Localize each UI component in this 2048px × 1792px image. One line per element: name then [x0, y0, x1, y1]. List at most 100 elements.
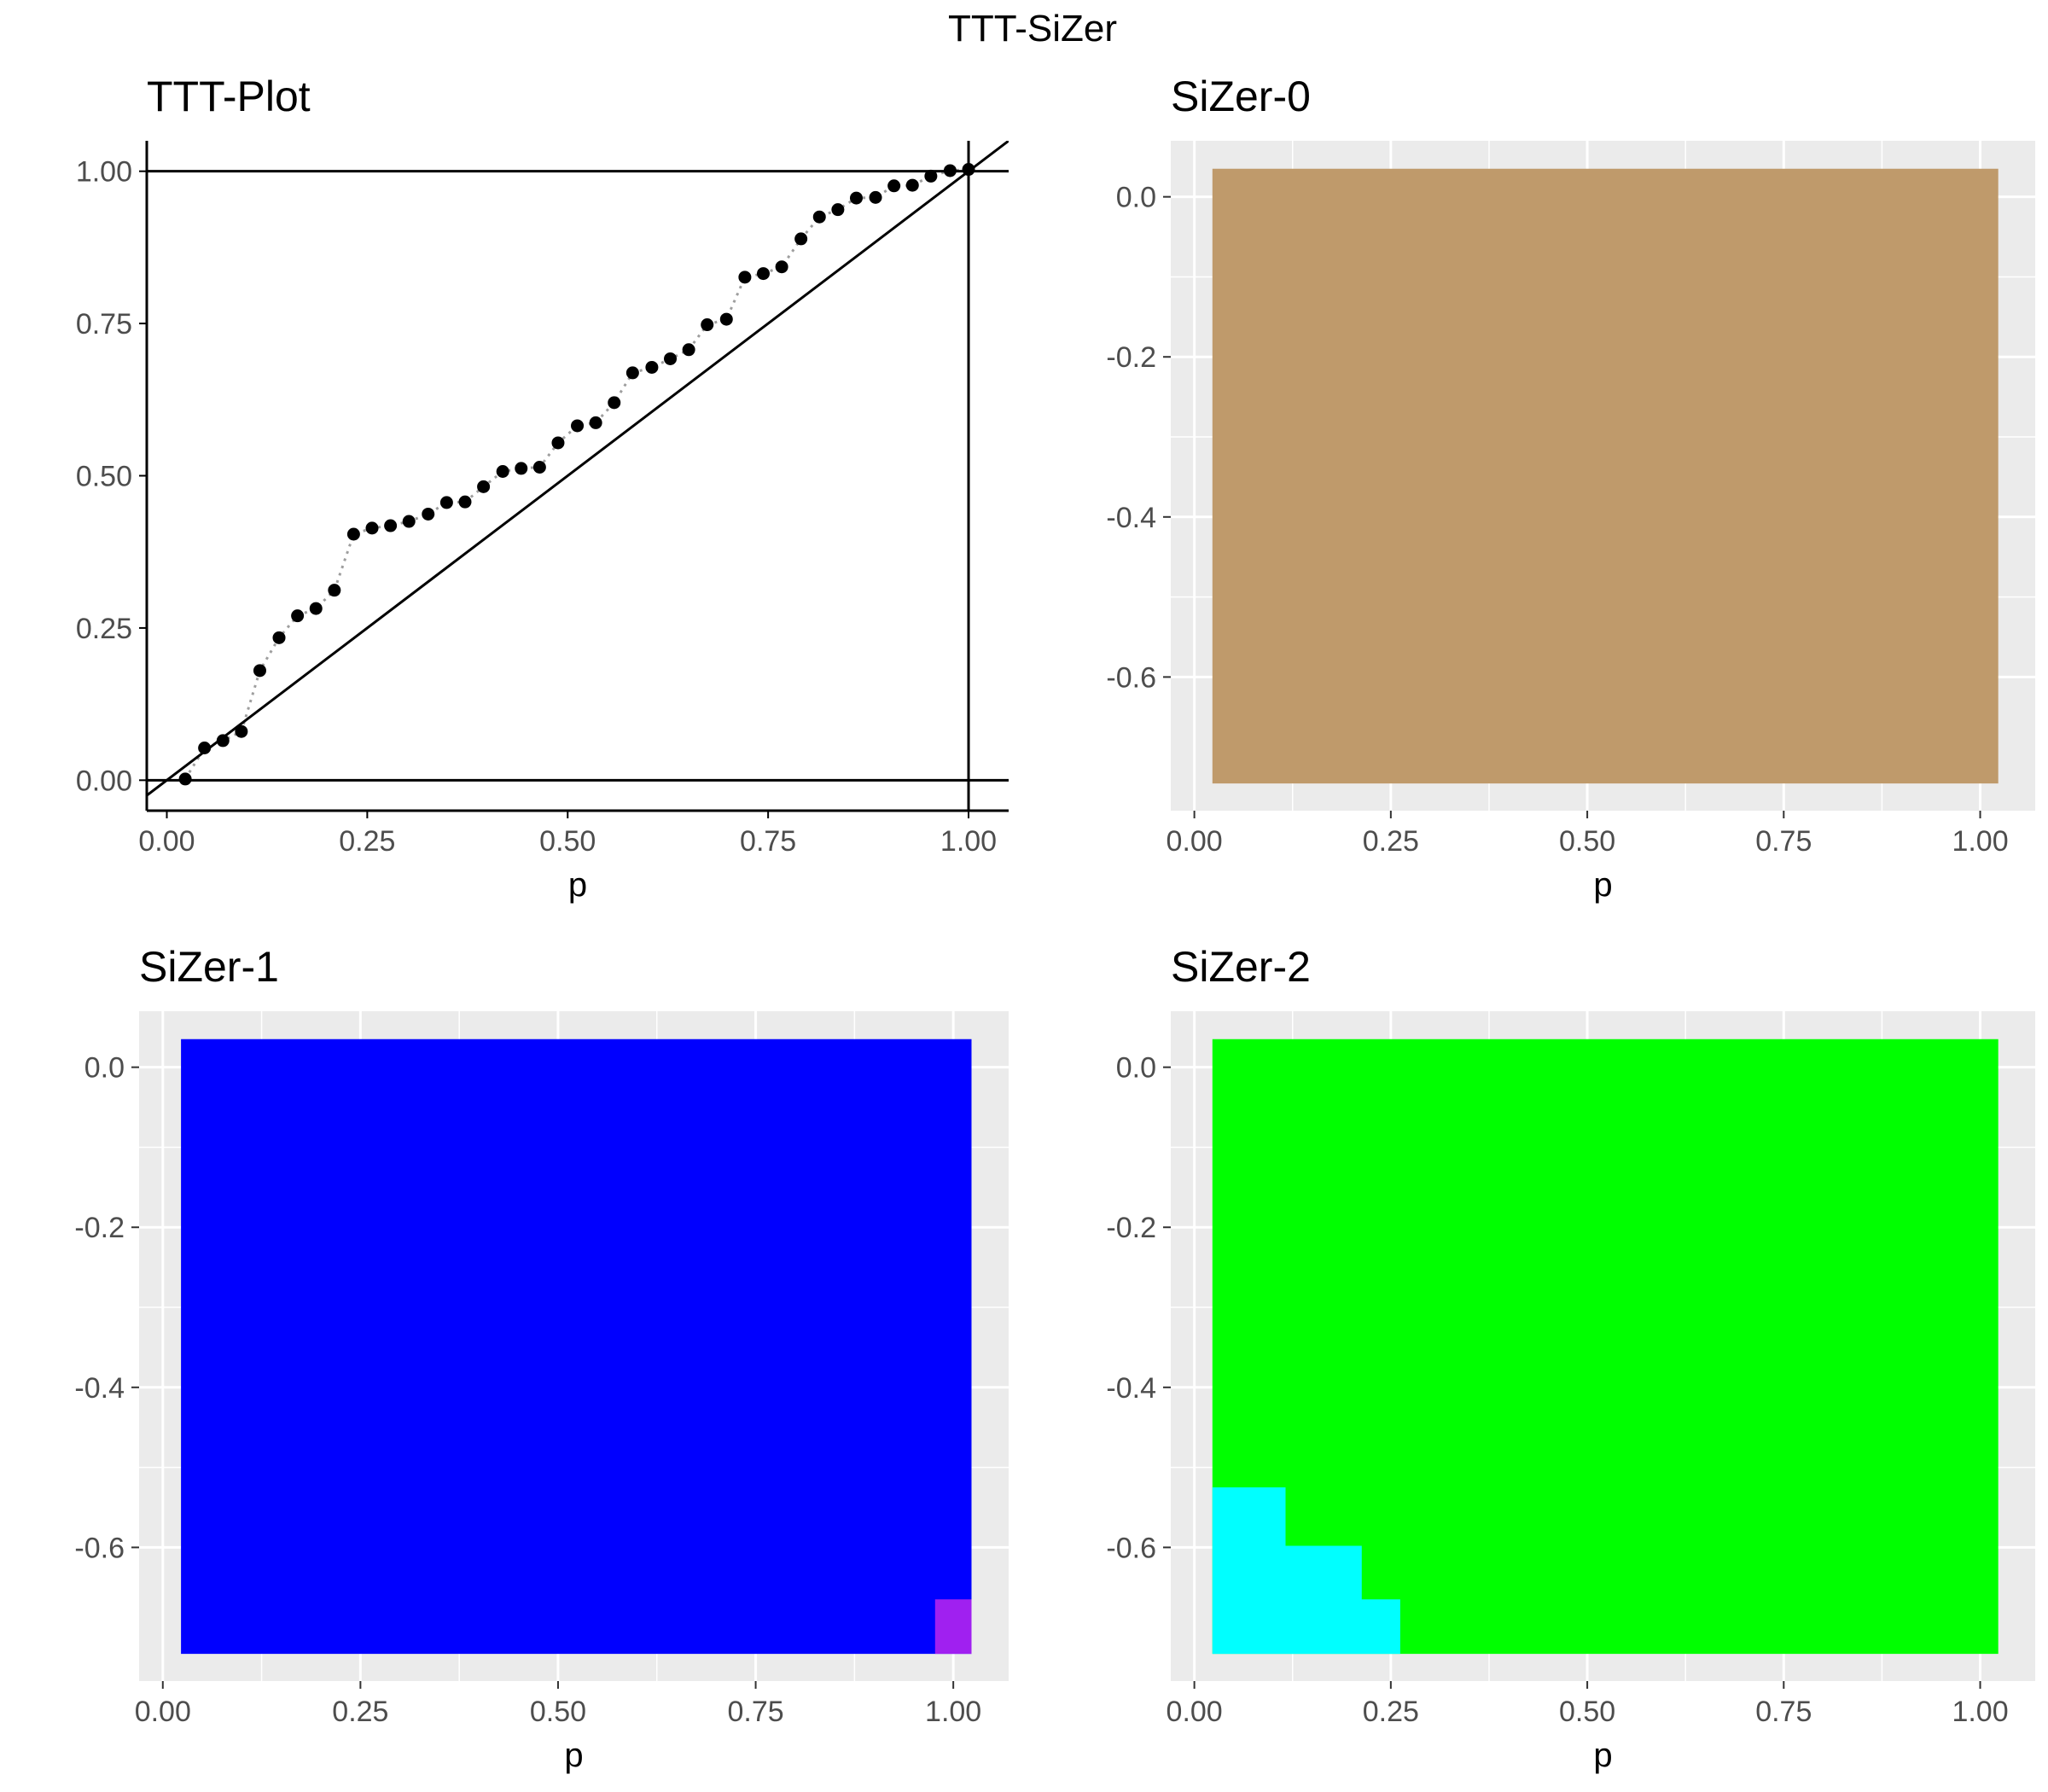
x-tick-label: 0.75 — [1755, 825, 1812, 858]
y-tick-label: 0.0 — [1116, 182, 1156, 214]
data-point — [869, 190, 882, 204]
data-point — [962, 163, 975, 177]
data-point — [402, 515, 416, 528]
data-point — [589, 416, 602, 429]
x-tick-label: 0.25 — [332, 1696, 388, 1728]
data-point — [794, 232, 808, 246]
data-point — [253, 664, 266, 678]
data-point — [477, 480, 491, 493]
x-tick-label: 1.00 — [925, 1696, 981, 1728]
x-tick-label: 0.50 — [1559, 1696, 1615, 1728]
sizer-region — [181, 1039, 972, 1655]
x-axis-title: p — [564, 1737, 583, 1774]
x-tick-label: 0.50 — [1559, 825, 1615, 858]
x-tick-label: 0.00 — [135, 1696, 191, 1728]
data-point — [532, 461, 546, 474]
panel-title: TTT-Plot — [147, 73, 311, 120]
sizer-region — [1212, 1039, 1999, 1655]
data-point — [458, 495, 472, 509]
data-point — [235, 724, 248, 738]
data-point — [551, 436, 565, 450]
sizer-2-panel: SiZer-2 0.00 0.25 0.50 0.75 1.00 0.0 -0.2 -0.4 -… — [1106, 943, 2035, 1774]
data-point — [701, 318, 714, 332]
data-point — [719, 312, 733, 326]
sizer-1-panel: SiZer-1 0.00 0.25 0.50 0.75 1.00 0.0 -0.2 -0.4 -… — [74, 943, 1009, 1774]
data-point — [346, 527, 360, 541]
panel-title: SiZer-0 — [1171, 73, 1311, 120]
data-point — [924, 169, 938, 183]
y-tick-label: 1.00 — [76, 156, 132, 189]
y-tick-label: -0.4 — [1106, 502, 1156, 534]
data-point — [664, 352, 678, 365]
sizer-0-panel: SiZer-0 0.00 0.25 0.50 0.75 1.00 0.0 -0.2 -0.4 -… — [1106, 73, 2035, 904]
y-tick-label: -0.6 — [1106, 661, 1156, 694]
y-tick-label: -0.6 — [74, 1532, 125, 1564]
x-tick-label: 0.75 — [740, 825, 796, 858]
x-tick-label: 0.25 — [1363, 825, 1419, 858]
x-tick-label: 1.00 — [1952, 1696, 2008, 1728]
data-point — [439, 496, 453, 509]
data-point — [682, 343, 695, 357]
y-tick-label: 0.25 — [76, 613, 132, 645]
sizer-region — [934, 1599, 972, 1655]
data-point — [571, 419, 585, 433]
y-tick-label: 0.0 — [84, 1052, 125, 1085]
y-tick-label: -0.4 — [74, 1372, 125, 1405]
panel-title: SiZer-2 — [1171, 943, 1311, 991]
x-axis-title: p — [1593, 866, 1612, 904]
data-point — [738, 271, 752, 284]
data-point — [198, 741, 212, 754]
data-point — [422, 507, 435, 521]
y-tick-label: -0.2 — [1106, 341, 1156, 374]
x-tick-label: 0.75 — [1755, 1696, 1812, 1728]
data-point — [887, 179, 901, 193]
figure-title: TTT-SiZer — [948, 8, 1117, 49]
data-point — [625, 366, 639, 380]
x-tick-label: 0.00 — [138, 825, 195, 858]
data-point — [365, 521, 379, 535]
ttt-plot-panel: TTT-Plot 0.00 0.25 0.50 0.75 1.00 0.00 0.25 0.5… — [76, 73, 1009, 904]
x-tick-label: 0.75 — [727, 1696, 783, 1728]
y-tick-label: 0.50 — [76, 461, 132, 493]
y-tick-label: -0.2 — [74, 1212, 125, 1244]
y-tick-label: -0.2 — [1106, 1212, 1156, 1244]
x-axis-title: p — [568, 866, 587, 904]
data-point — [515, 462, 528, 475]
x-tick-label: 0.50 — [539, 825, 596, 858]
y-tick-label: 0.75 — [76, 308, 132, 340]
x-tick-label: 0.00 — [1167, 1696, 1223, 1728]
data-point — [178, 772, 192, 786]
data-point — [216, 734, 230, 748]
x-tick-label: 0.00 — [1167, 825, 1223, 858]
sizer-region — [1212, 168, 1999, 784]
data-point — [328, 584, 341, 597]
data-point — [272, 631, 286, 644]
data-point — [775, 260, 788, 274]
diagonal-line — [147, 141, 1009, 797]
data-point — [831, 203, 845, 217]
data-point — [291, 609, 305, 623]
data-point — [384, 519, 398, 532]
sizer-region — [1212, 1487, 1400, 1655]
panel-title: SiZer-1 — [139, 943, 279, 991]
data-point — [905, 178, 919, 192]
x-tick-label: 0.25 — [339, 825, 395, 858]
data-point — [608, 396, 621, 410]
x-tick-label: 1.00 — [1952, 825, 2008, 858]
data-point — [849, 191, 863, 205]
plot-area — [147, 141, 1009, 811]
x-tick-label: 0.25 — [1363, 1696, 1419, 1728]
data-point — [757, 267, 771, 281]
y-tick-label: 0.0 — [1116, 1052, 1156, 1085]
data-point — [496, 465, 509, 479]
data-point — [812, 210, 826, 224]
x-tick-label: 1.00 — [940, 825, 997, 858]
y-tick-label: -0.4 — [1106, 1372, 1156, 1405]
data-point — [309, 602, 323, 615]
y-tick-label: 0.00 — [76, 765, 132, 797]
data-point — [645, 360, 659, 374]
y-tick-label: -0.6 — [1106, 1532, 1156, 1564]
data-point — [943, 164, 957, 177]
x-tick-label: 0.50 — [530, 1696, 586, 1728]
